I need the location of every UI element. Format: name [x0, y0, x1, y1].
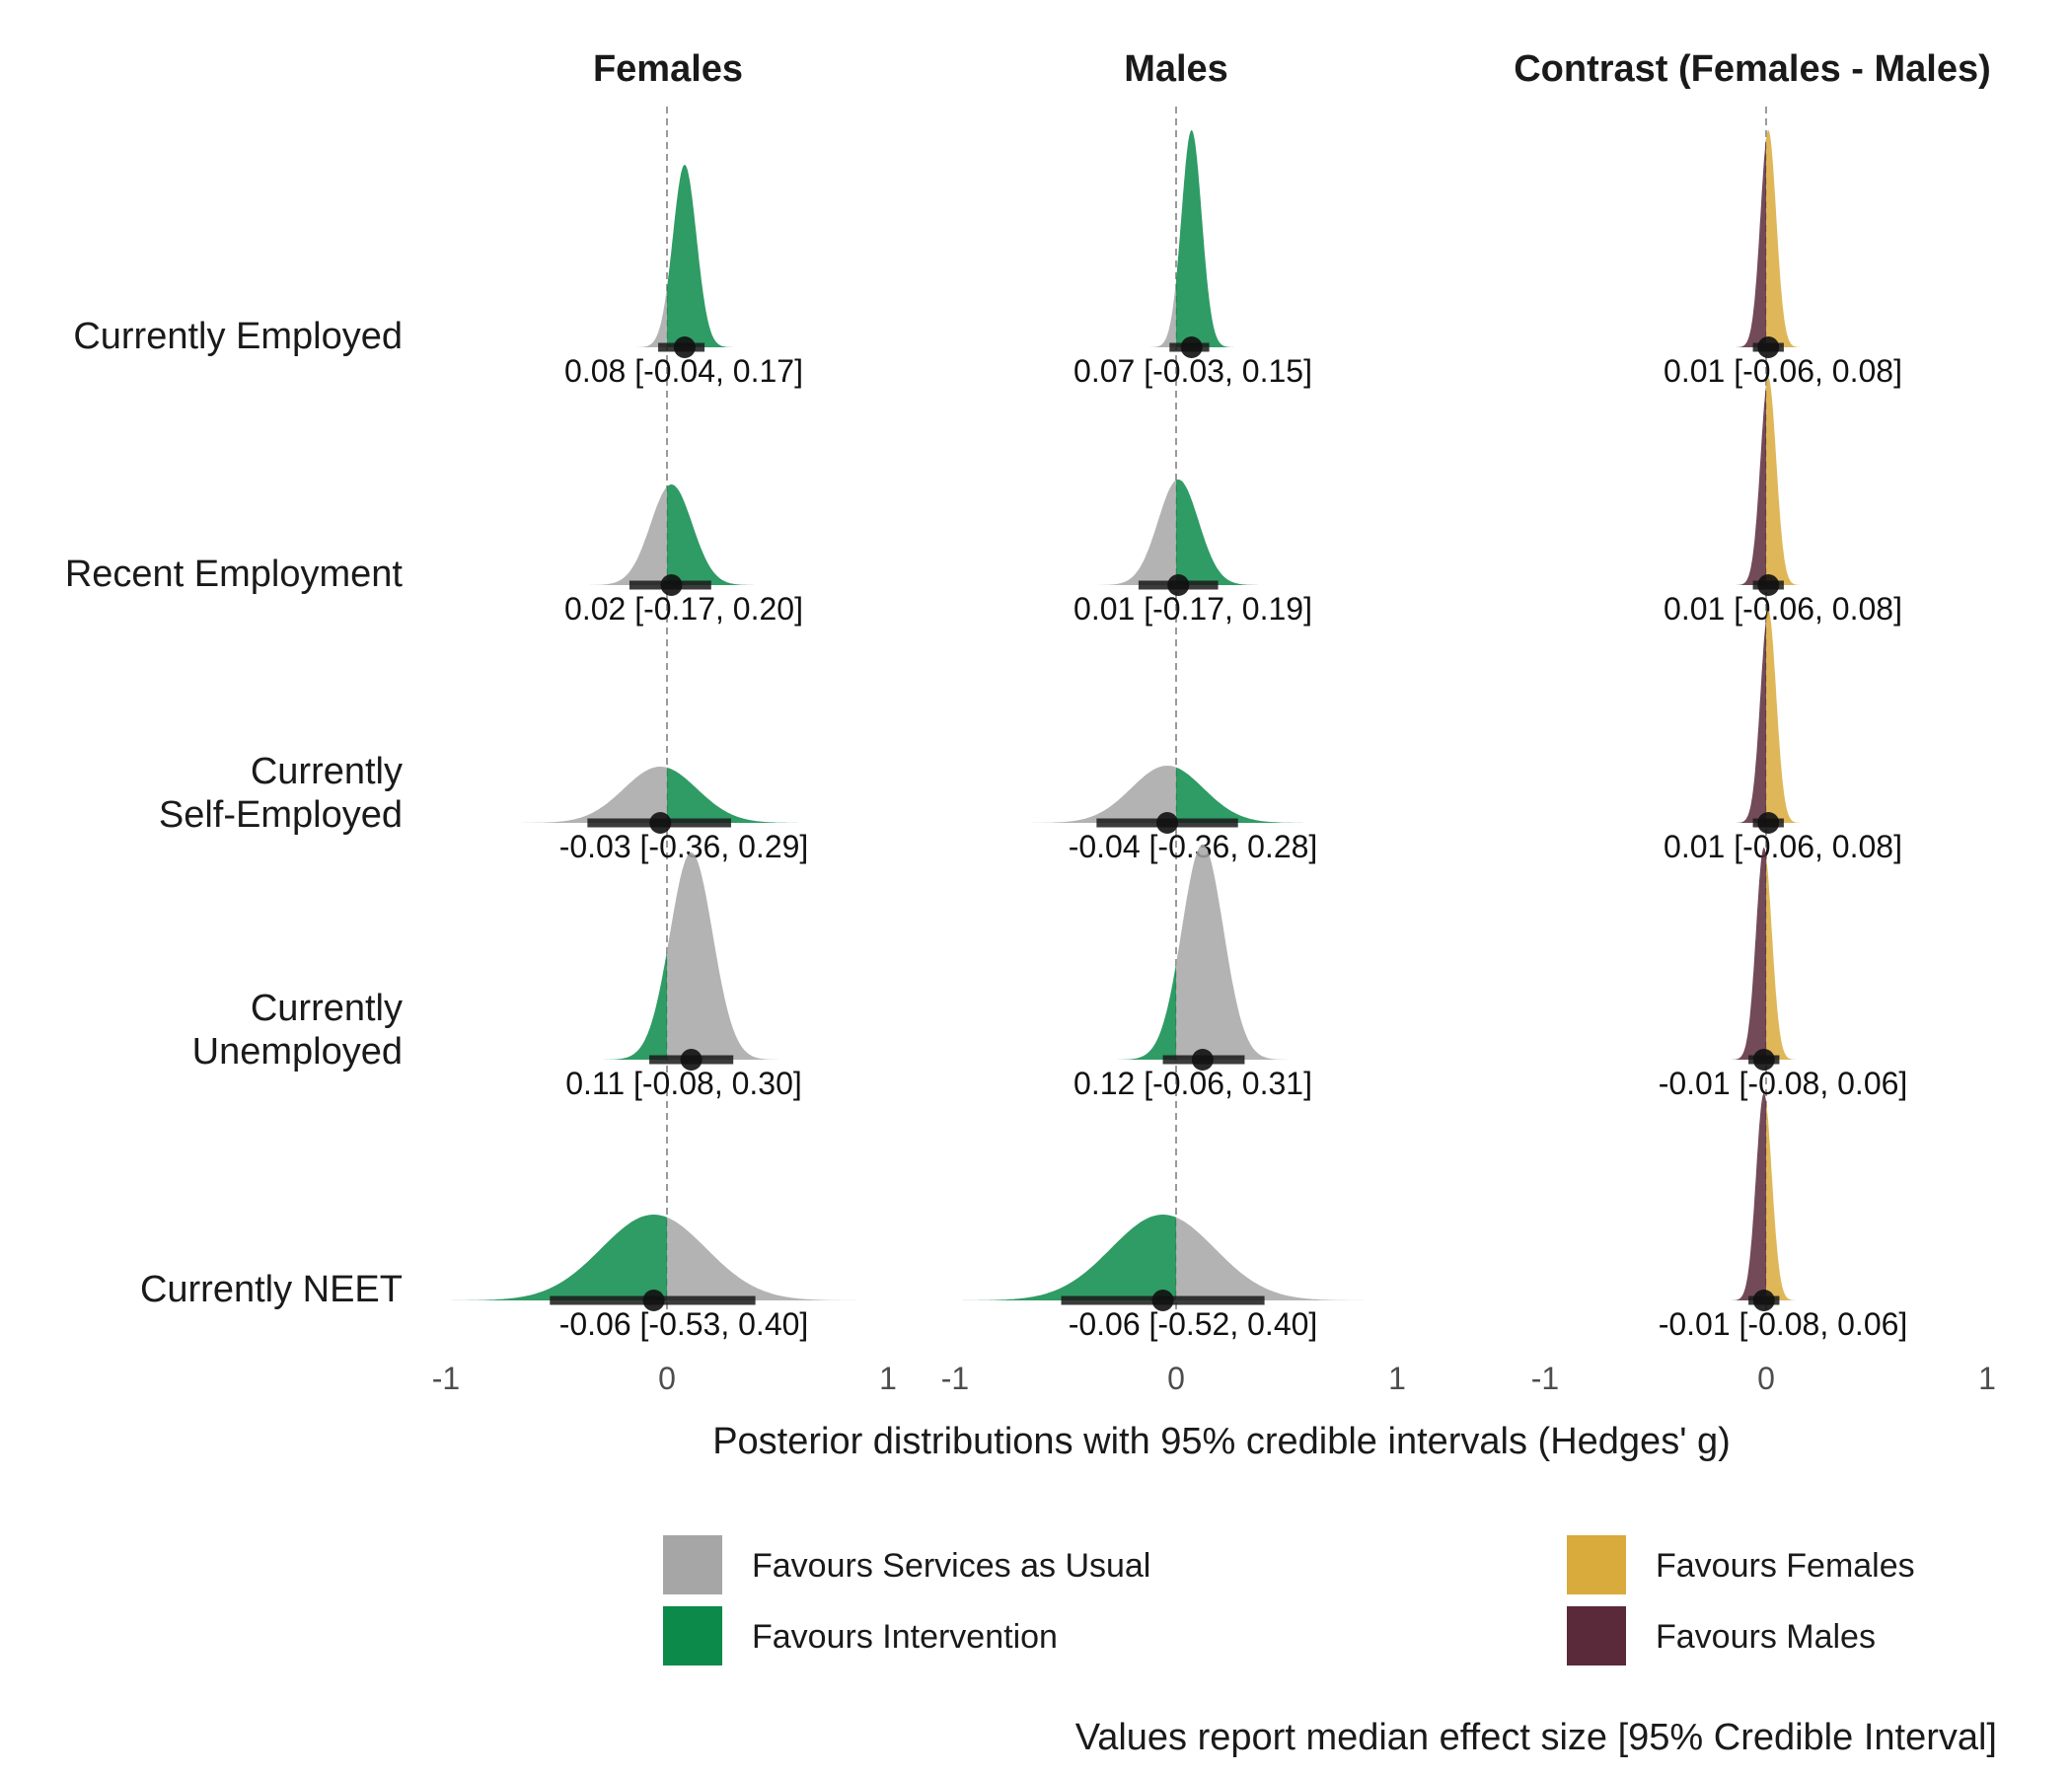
panel-title-0: Females — [593, 48, 743, 90]
row-label-4-0: Currently NEET — [140, 1269, 403, 1310]
ci-label-r1-p2: 0.01 [-0.06, 0.08] — [1664, 591, 1902, 627]
density-right-r1-p0 — [667, 484, 760, 585]
median-point-r2-p2 — [1757, 812, 1780, 834]
x-tick-p2-2: 1 — [1978, 1361, 1996, 1396]
density-right-r4-p0 — [667, 1217, 874, 1300]
ci-label-r3-p0: 0.11 [-0.08, 0.30] — [565, 1066, 802, 1101]
row-label-0-0: Currently Employed — [73, 316, 403, 357]
legend-swatch-3 — [1567, 1606, 1626, 1665]
density-right-r2-p0 — [667, 767, 815, 823]
median-point-r3-p1 — [1191, 1049, 1214, 1071]
density-left-r2-p0 — [506, 767, 667, 823]
row-label-2-1: Self-Employed — [159, 794, 403, 836]
median-point-r4-p1 — [1151, 1290, 1174, 1311]
ci-label-r4-p2: -0.01 [-0.08, 0.06] — [1659, 1306, 1908, 1342]
legend-label-1: Favours Intervention — [752, 1618, 1058, 1656]
median-point-r1-p1 — [1167, 574, 1190, 596]
x-tick-p0-1: 0 — [658, 1361, 676, 1396]
ci-label-r3-p2: -0.01 [-0.08, 0.06] — [1659, 1066, 1908, 1101]
density-left-r2-p1 — [1015, 766, 1176, 823]
density-left-r3-p1 — [1115, 963, 1176, 1060]
density-left-r0-p2 — [1735, 138, 1766, 347]
median-point-r3-p2 — [1752, 1049, 1775, 1071]
ci-label-r4-p0: -0.06 [-0.53, 0.40] — [559, 1306, 809, 1342]
density-left-r4-p0 — [433, 1215, 667, 1300]
density-right-r2-p2 — [1766, 611, 1802, 823]
median-point-r1-p2 — [1757, 574, 1780, 596]
density-right-r1-p1 — [1176, 480, 1264, 585]
x-axis-title: Posterior distributions with 95% credibl… — [712, 1421, 1731, 1462]
density-right-r3-p0 — [667, 852, 781, 1060]
density-right-r0-p2 — [1766, 130, 1802, 347]
density-right-r4-p2 — [1766, 1101, 1798, 1300]
ci-label-r0-p2: 0.01 [-0.06, 0.08] — [1664, 353, 1902, 389]
legend-label-0: Favours Services as Usual — [752, 1547, 1150, 1585]
legend-swatch-2 — [1567, 1535, 1626, 1594]
median-point-r2-p0 — [649, 812, 672, 834]
ci-label-r2-p2: 0.01 [-0.06, 0.08] — [1664, 829, 1902, 864]
chart-caption: Values report median effect size [95% Cr… — [1075, 1717, 1997, 1758]
density-left-r0-p1 — [1148, 279, 1176, 347]
x-tick-p0-2: 1 — [879, 1361, 897, 1396]
x-tick-p2-0: -1 — [1531, 1361, 1559, 1396]
density-left-r1-p2 — [1735, 386, 1766, 585]
legend-swatch-1 — [663, 1606, 722, 1665]
density-right-r2-p1 — [1176, 767, 1319, 823]
density-right-r0-p1 — [1176, 130, 1234, 347]
x-tick-p1-0: -1 — [941, 1361, 969, 1396]
density-left-r1-p1 — [1092, 480, 1176, 585]
density-left-r3-p0 — [601, 950, 667, 1060]
ci-label-r0-p0: 0.08 [-0.04, 0.17] — [564, 353, 803, 389]
median-point-r2-p1 — [1156, 812, 1179, 834]
density-right-r1-p2 — [1766, 378, 1802, 585]
row-label-3-0: Currently — [251, 988, 403, 1029]
ci-label-r1-p0: 0.02 [-0.17, 0.20] — [564, 591, 803, 627]
panel-title-2: Contrast (Females - Males) — [1514, 48, 1991, 90]
legend-swatch-0 — [663, 1535, 722, 1594]
ci-label-r1-p1: 0.01 [-0.17, 0.19] — [1073, 591, 1312, 627]
density-left-r2-p2 — [1735, 619, 1766, 823]
x-tick-p1-2: 1 — [1388, 1361, 1406, 1396]
row-label-1-0: Recent Employment — [65, 554, 404, 595]
row-label-3-1: Unemployed — [192, 1031, 403, 1073]
x-tick-p1-1: 0 — [1167, 1361, 1185, 1396]
median-point-r4-p2 — [1752, 1290, 1775, 1311]
median-point-r3-p0 — [680, 1049, 703, 1071]
legend-label-3: Favours Males — [1656, 1618, 1876, 1656]
row-label-2-0: Currently — [251, 751, 403, 792]
density-right-r3-p2 — [1766, 855, 1798, 1060]
median-point-r1-p0 — [660, 574, 683, 596]
median-point-r0-p2 — [1757, 336, 1780, 358]
density-left-r1-p0 — [583, 486, 667, 585]
ci-label-r2-p1: -0.04 [-0.36, 0.28] — [1069, 829, 1318, 864]
median-point-r4-p0 — [642, 1290, 665, 1311]
density-left-r4-p2 — [1731, 1093, 1766, 1300]
ci-label-r2-p0: -0.03 [-0.36, 0.29] — [559, 829, 809, 864]
density-left-r3-p2 — [1731, 848, 1766, 1060]
median-point-r0-p1 — [1180, 336, 1203, 358]
density-left-r4-p1 — [944, 1215, 1176, 1300]
x-tick-p2-1: 0 — [1757, 1361, 1775, 1396]
ci-label-r0-p1: 0.07 [-0.03, 0.15] — [1073, 353, 1312, 389]
density-left-r0-p0 — [634, 287, 667, 347]
density-right-r0-p0 — [667, 165, 735, 347]
median-point-r0-p0 — [673, 336, 696, 358]
panel-title-1: Males — [1124, 48, 1228, 90]
density-right-r3-p1 — [1176, 845, 1291, 1060]
ci-label-r4-p1: -0.06 [-0.52, 0.40] — [1069, 1306, 1318, 1342]
ci-label-r3-p1: 0.12 [-0.06, 0.31] — [1073, 1066, 1312, 1101]
density-right-r4-p1 — [1176, 1217, 1381, 1300]
legend-label-2: Favours Females — [1656, 1547, 1915, 1585]
x-tick-p0-0: -1 — [432, 1361, 460, 1396]
